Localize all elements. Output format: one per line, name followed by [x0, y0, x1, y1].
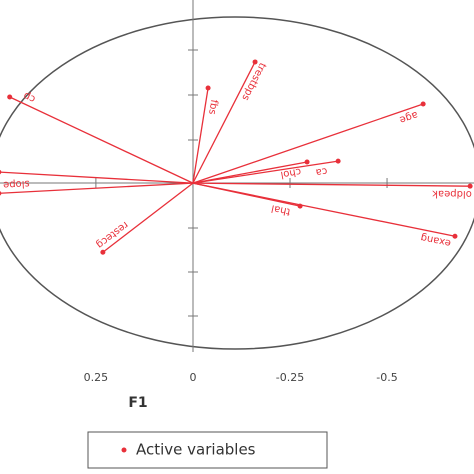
x-tick-label: 0	[189, 371, 196, 384]
vector	[192, 160, 339, 184]
vector-label: cp	[22, 89, 37, 104]
vector-label: trestbps	[239, 61, 267, 103]
vector	[192, 103, 424, 184]
vector	[0, 171, 193, 184]
vector	[9, 96, 194, 184]
legend-box	[87, 431, 328, 469]
vector-end	[467, 183, 473, 189]
vector-end	[0, 191, 2, 196]
vector	[192, 61, 256, 184]
vector-end	[7, 94, 13, 100]
vector-label: slope	[3, 178, 30, 190]
vector-label: thal	[270, 202, 291, 217]
x-tick-label: -0.25	[276, 371, 304, 384]
legend-label: Active variables	[136, 441, 256, 459]
vector-end	[205, 85, 211, 91]
vector-end	[452, 233, 458, 239]
vector-end	[335, 158, 341, 164]
y-axis-ticks	[188, 49, 198, 317]
vector	[192, 182, 471, 187]
correlation-circle	[0, 16, 474, 350]
vector-end	[420, 101, 426, 107]
vector-label: oldpeak	[432, 188, 472, 199]
x-tick-label: -0.5	[376, 371, 397, 384]
vector	[192, 87, 209, 184]
vector	[0, 182, 193, 194]
vector-end	[252, 59, 258, 65]
x-tick-label: 0.25	[84, 371, 109, 384]
legend-marker	[121, 447, 127, 453]
vector	[192, 182, 456, 237]
vector-label: fbs	[206, 99, 219, 116]
vector-end	[304, 159, 310, 165]
vector-label: ca	[315, 165, 328, 178]
vector-end	[100, 249, 106, 255]
x-axis-title: F1	[128, 395, 147, 411]
vector	[102, 182, 194, 253]
vector-end	[0, 169, 2, 175]
